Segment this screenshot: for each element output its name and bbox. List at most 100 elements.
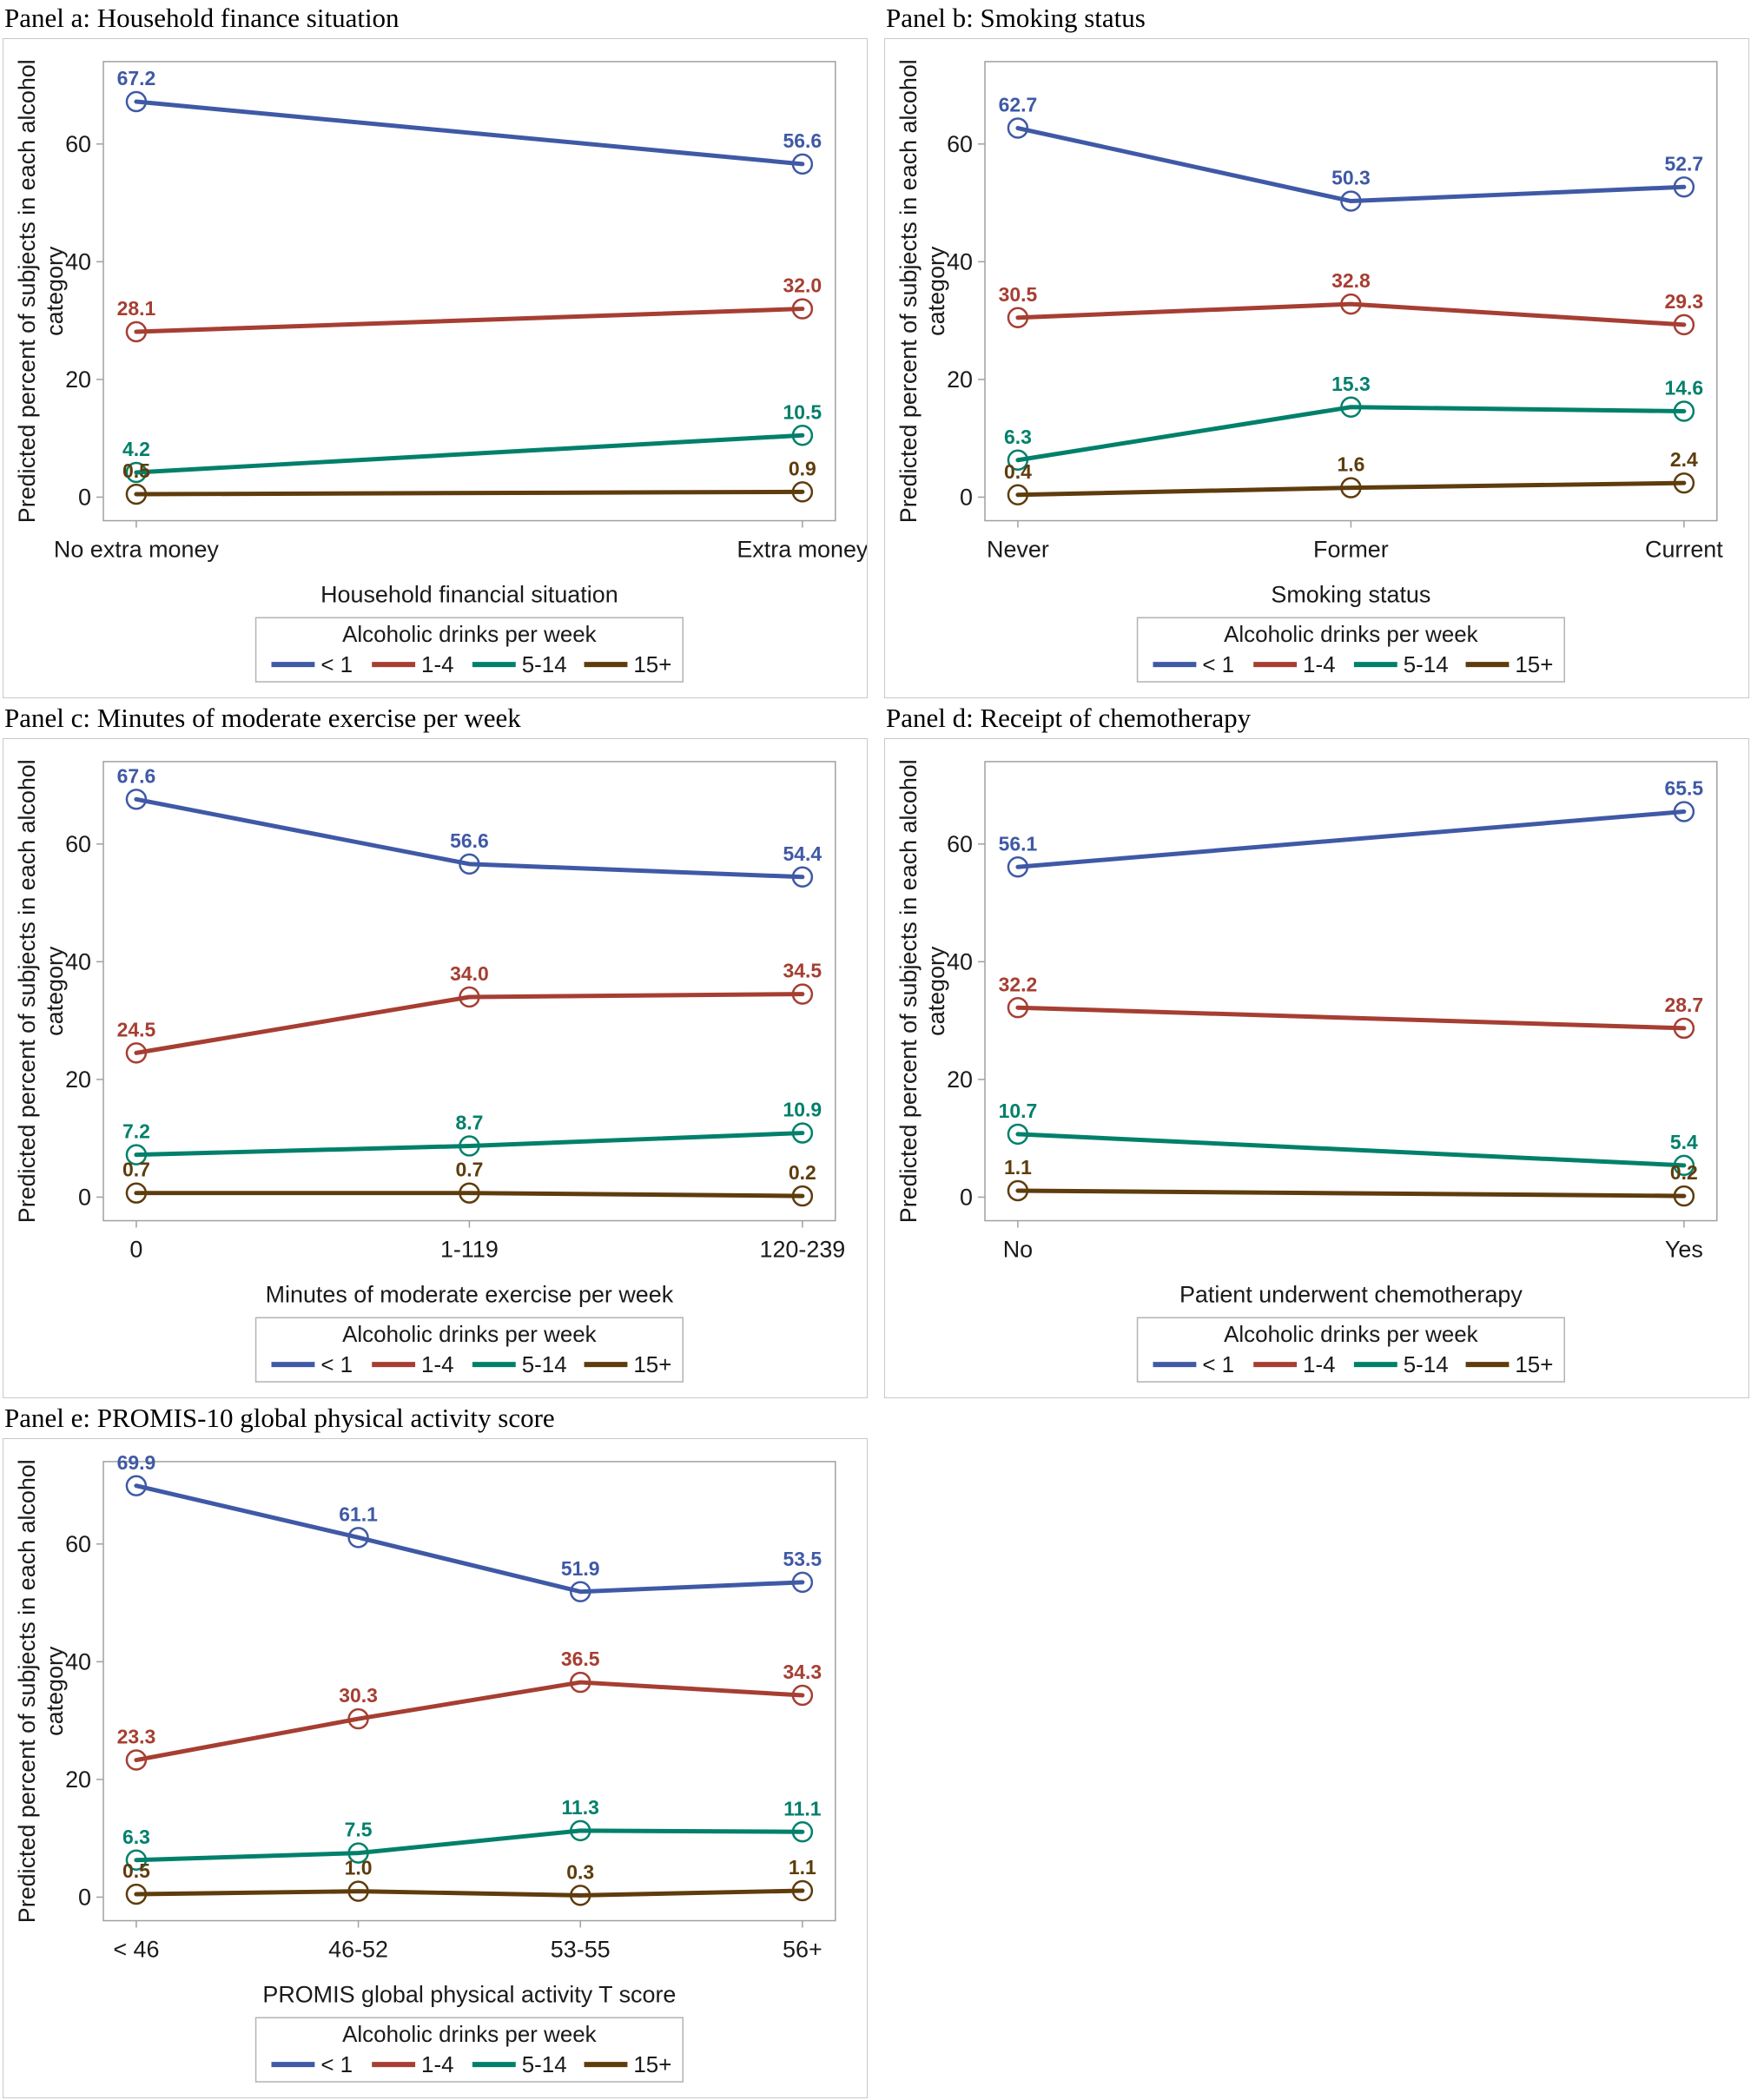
- series-line: [134, 433, 805, 475]
- x-tick-label: < 46: [113, 1936, 159, 1962]
- y-axis-title: Predicted percent of subjects in each al…: [14, 59, 40, 523]
- legend-label: 15+: [633, 1353, 671, 1377]
- x-tick-label: 1-119: [440, 1236, 499, 1262]
- plot-frame: [102, 1461, 836, 1922]
- y-tick-label: 60: [65, 831, 91, 857]
- legend-box: [254, 2017, 684, 2083]
- data-point-label: 51.9: [561, 1557, 600, 1580]
- legend-label: < 1: [1202, 1353, 1234, 1377]
- legend-title: Alcoholic drinks per week: [1224, 623, 1478, 647]
- data-point-label: 1.1: [789, 1856, 816, 1879]
- data-point-marker: [125, 461, 148, 484]
- plot-frame: [984, 761, 1718, 1222]
- y-tick-label: 40: [65, 248, 91, 274]
- data-point-marker: [791, 425, 814, 446]
- data-point-marker: [347, 1880, 369, 1902]
- data-point-label: 54.4: [783, 842, 823, 865]
- series-line: [1015, 480, 1687, 498]
- data-point-label: 1.0: [345, 1857, 373, 1879]
- y-tick-label: 0: [78, 1184, 91, 1210]
- legend-label: 1-4: [421, 653, 453, 677]
- data-point-label: 4.2: [122, 438, 150, 460]
- panel-e-box: 0 20 40 60 Predicted percent of subjects in …: [3, 1438, 868, 2098]
- data-point-marker: [1340, 293, 1362, 315]
- panel-b: Panel b: Smoking status 0 20 40 60 Predicted…: [882, 0, 1764, 700]
- data-point-label: 11.3: [562, 1796, 599, 1819]
- data-point-label: 1.6: [1337, 453, 1364, 476]
- data-point-label: 29.3: [1665, 290, 1704, 313]
- data-point-label: 56.6: [450, 829, 489, 852]
- data-point-label: 67.2: [117, 67, 156, 89]
- data-point-label: 53.5: [783, 1548, 823, 1570]
- data-point-marker: [791, 153, 814, 175]
- data-point-marker: [125, 1144, 148, 1166]
- data-point-marker: [791, 1684, 814, 1707]
- panel-c: Panel c: Minutes of moderate exercise pe…: [0, 700, 882, 1400]
- series-line: [134, 1888, 805, 1898]
- data-point-label: 32.8: [1331, 269, 1371, 292]
- panel-d: Panel d: Receipt of chemotherapy 0 20 40 60…: [882, 700, 1764, 1400]
- y-axis-title: category: [923, 946, 949, 1036]
- data-point-label: 5.4: [1670, 1131, 1698, 1153]
- data-point-label: 2.4: [1670, 448, 1698, 471]
- data-point-marker: [1673, 400, 1695, 422]
- x-axis-title: Household financial situation: [320, 581, 618, 607]
- data-point-label: 56.1: [999, 832, 1038, 855]
- panel-b-box: 0 20 40 60 Predicted percent of subjects in …: [884, 38, 1749, 698]
- panel-b-chart: 0 20 40 60 Predicted percent of subjects in …: [895, 59, 1723, 683]
- data-point-label: 0.2: [1670, 1161, 1698, 1184]
- data-point-marker: [1673, 1017, 1695, 1040]
- panel-e: Panel e: PROMIS-10 global physical activ…: [0, 1400, 882, 2100]
- data-point-marker: [125, 90, 148, 113]
- series-line: [134, 796, 805, 880]
- series-line: [134, 1680, 805, 1763]
- series-line: [134, 1828, 805, 1863]
- x-tick-label: No extra money: [54, 536, 219, 562]
- series-line: [134, 307, 805, 334]
- data-point-label: 50.3: [1331, 167, 1371, 189]
- data-point-marker: [570, 1819, 591, 1842]
- data-point-label: 0.2: [789, 1161, 816, 1184]
- y-axis-title: category: [923, 246, 949, 336]
- series-line: [1015, 301, 1687, 327]
- x-tick-label: Former: [1313, 536, 1389, 562]
- empty-cell: [882, 1400, 1764, 2100]
- legend-label: 5-14: [1404, 653, 1449, 677]
- series-line: [1015, 809, 1687, 869]
- data-point-marker: [1007, 856, 1029, 878]
- x-axis-title: Minutes of moderate exercise per week: [266, 1281, 674, 1307]
- y-tick-label: 0: [960, 1184, 973, 1210]
- data-point-label: 0.7: [455, 1159, 483, 1181]
- data-point-label: 0.4: [1004, 460, 1032, 483]
- x-tick-label: Current: [1645, 536, 1723, 562]
- panel-e-title: Panel e: PROMIS-10 global physical activ…: [4, 1403, 555, 1433]
- data-point-marker: [791, 1879, 814, 1902]
- y-tick-label: 60: [65, 131, 91, 157]
- legend-title: Alcoholic drinks per week: [342, 2023, 597, 2047]
- legend-title: Alcoholic drinks per week: [342, 623, 597, 647]
- legend-label: 1-4: [421, 2053, 453, 2077]
- data-point-label: 0.3: [566, 1860, 594, 1883]
- series-line: [134, 99, 805, 167]
- data-point-label: 7.2: [122, 1120, 150, 1143]
- panel-b-title: Panel b: Smoking status: [886, 3, 1146, 33]
- data-point-label: 67.6: [117, 764, 156, 787]
- x-tick-label: Never: [987, 536, 1049, 562]
- data-point-marker: [791, 983, 814, 1005]
- x-tick-label: No: [1003, 1236, 1033, 1262]
- data-point-marker: [570, 1581, 591, 1602]
- series-line: [134, 1191, 805, 1199]
- data-point-marker: [125, 1182, 148, 1204]
- legend-label: < 1: [320, 653, 353, 677]
- data-point-marker: [1007, 117, 1029, 139]
- data-point-marker: [1673, 176, 1695, 198]
- y-tick-label: 20: [65, 1067, 91, 1093]
- y-axis-title: category: [42, 246, 68, 336]
- data-point-marker: [459, 1182, 480, 1204]
- panel-e-chart: 0 20 40 60 Predicted percent of subjects in …: [14, 1451, 836, 2083]
- y-tick-label: 40: [947, 248, 973, 274]
- data-point-label: 0.5: [122, 1859, 150, 1882]
- y-axis-title: Predicted percent of subjects in each al…: [895, 59, 922, 523]
- data-point-marker: [1673, 1185, 1695, 1207]
